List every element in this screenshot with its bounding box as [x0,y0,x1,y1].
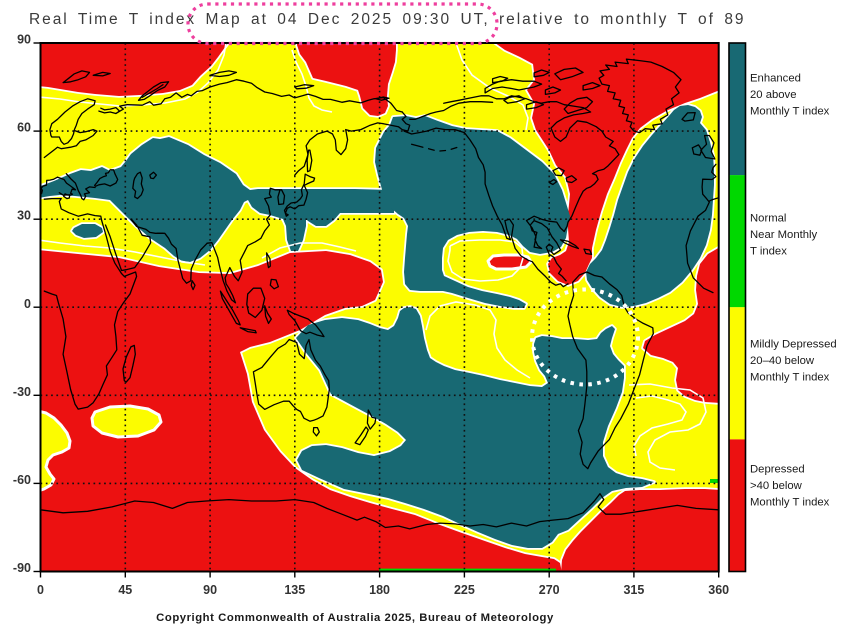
svg-text:Monthly T index: Monthly T index [750,106,830,118]
svg-text:30: 30 [17,209,31,223]
svg-text:Copyright Commonwealth of Aust: Copyright Commonwealth of Australia 2025… [156,612,554,624]
svg-text:Normal: Normal [750,213,786,225]
svg-text:20–40 below: 20–40 below [750,355,815,367]
svg-text:-90: -90 [13,561,31,575]
svg-text:180: 180 [369,583,390,597]
svg-text:Monthly T index: Monthly T index [750,372,830,384]
svg-text:270: 270 [539,583,560,597]
svg-text:315: 315 [623,583,644,597]
svg-text:Mildly Depressed: Mildly Depressed [750,339,837,351]
svg-text:Enhanced: Enhanced [750,73,801,85]
svg-text:60: 60 [17,121,31,135]
svg-text:Real Time T index Map at 04 De: Real Time T index Map at 04 Dec 2025 09:… [29,11,745,28]
svg-text:0: 0 [37,583,44,597]
svg-text:Depressed: Depressed [750,464,805,476]
svg-text:135: 135 [284,583,305,597]
svg-text:90: 90 [203,583,217,597]
svg-text:T index: T index [750,246,787,258]
svg-text:225: 225 [454,583,475,597]
svg-text:-30: -30 [13,385,31,399]
svg-text:Monthly T index: Monthly T index [750,497,830,509]
svg-text:45: 45 [118,583,132,597]
svg-text:-60: -60 [13,473,31,487]
svg-text:0: 0 [24,297,31,311]
svg-text:90: 90 [17,33,31,47]
svg-text:360: 360 [708,583,729,597]
svg-text:Near Monthly: Near Monthly [750,229,818,241]
svg-text:20 above: 20 above [750,89,796,101]
svg-text:>40 below: >40 below [750,480,803,492]
